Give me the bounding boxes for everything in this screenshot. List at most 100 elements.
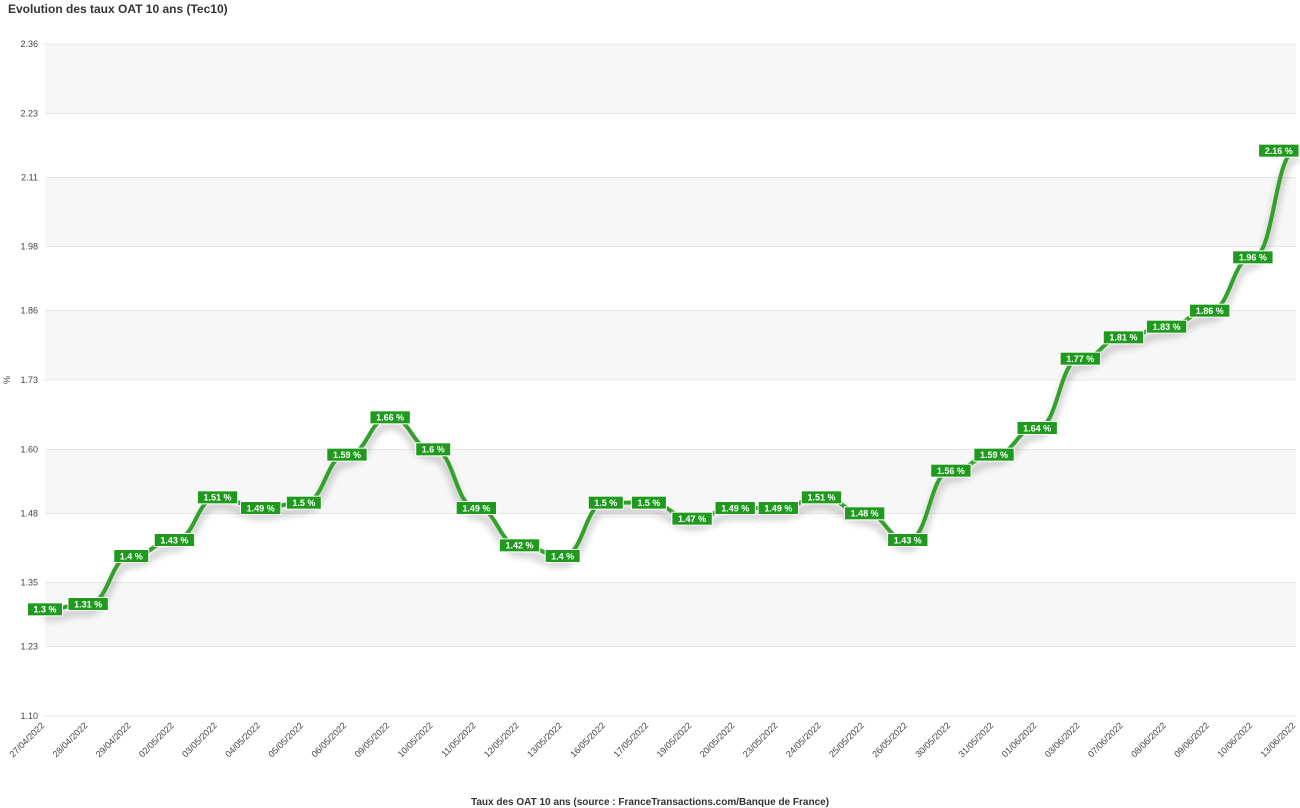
x-tick-label: 26/05/2022	[870, 720, 909, 759]
y-tick-label: 1.60	[20, 444, 38, 454]
y-axis-label: %	[2, 376, 12, 384]
data-label-text: 1.56 %	[937, 466, 965, 476]
x-tick-label: 23/05/2022	[741, 720, 780, 759]
data-label: 1.56 %	[930, 463, 972, 478]
data-label-text: 1.83 %	[1153, 322, 1181, 332]
x-tick-label: 09/05/2022	[353, 720, 392, 759]
data-label: 1.49 %	[239, 501, 282, 515]
x-tick-label: 28/04/2022	[51, 720, 90, 759]
grid-band	[45, 310, 1296, 380]
x-tick-label: 13/05/2022	[525, 720, 564, 759]
data-label-text: 1.3 %	[33, 605, 56, 615]
data-label: 2.16 %	[1258, 143, 1300, 158]
data-label-text: 1.31 %	[74, 599, 102, 609]
data-label-text: 1.4 %	[120, 551, 143, 561]
data-label-box	[843, 506, 886, 521]
data-label: 1.83 %	[1145, 319, 1188, 334]
data-label-box	[369, 410, 411, 425]
data-label-box	[455, 501, 498, 515]
data-label: 1.31 %	[67, 597, 109, 611]
y-tick-label: 1.48	[20, 508, 38, 518]
data-label-text: 1.5 %	[292, 498, 315, 508]
data-label-text: 1.47 %	[678, 514, 706, 524]
data-label: 1.51 %	[800, 490, 843, 505]
x-tick-label: 02/05/2022	[137, 720, 176, 759]
y-tick-label: 1.98	[20, 242, 38, 252]
x-tick-label: 01/06/2022	[1000, 720, 1039, 759]
x-axis: 27/04/2022 28/04/2022 29/04/2022 02/05/2022…	[7, 720, 1297, 759]
data-label-text: 1.96 %	[1239, 253, 1267, 263]
data-label-box	[930, 463, 972, 478]
data-label: 1.43 %	[887, 533, 929, 547]
x-tick-label: 04/05/2022	[223, 720, 262, 759]
data-label: 1.66 %	[369, 410, 411, 425]
data-label-text: 1.43 %	[894, 535, 922, 545]
data-label-box	[498, 538, 541, 553]
data-label-box	[239, 501, 282, 515]
data-label-box	[1232, 250, 1274, 265]
y-tick-label: 2.23	[20, 108, 38, 118]
x-tick-label: 16/05/2022	[568, 720, 607, 759]
data-label-text: 1.6 %	[422, 445, 445, 455]
data-label-box	[67, 597, 109, 611]
x-tick-label: 03/06/2022	[1043, 720, 1082, 759]
x-tick-label: 11/05/2022	[439, 720, 477, 758]
data-label-box	[587, 495, 624, 510]
data-label: 1.64 %	[1016, 421, 1058, 435]
x-tick-label: 12/05/2022	[482, 720, 521, 759]
data-label-text: 1.59 %	[980, 450, 1008, 460]
x-tick-label: 09/06/2022	[1172, 720, 1211, 759]
chart-footer: Taux des OAT 10 ans (source : FranceTran…	[470, 797, 830, 808]
grid-band	[45, 582, 1296, 647]
grid-bands	[45, 44, 1296, 647]
y-tick-label: 1.73	[20, 375, 38, 385]
data-label: 1.51 %	[196, 490, 239, 505]
data-label-box	[285, 495, 322, 510]
data-label-box	[415, 442, 452, 457]
data-label-box	[800, 490, 843, 505]
data-label: 1.59 %	[326, 447, 368, 462]
data-label-text: 1.49 %	[247, 503, 275, 513]
data-label-text: 1.66 %	[376, 413, 404, 423]
y-axis: 1.10 1.23 1.35 1.48 1.60 1.73 1.86 1.98 2.11 2.23…	[20, 39, 38, 721]
y-tick-label: 2.36	[20, 39, 38, 49]
x-tick-label: 10/05/2022	[396, 720, 435, 759]
data-label-box	[1016, 421, 1058, 435]
x-tick-label: 06/05/2022	[309, 720, 348, 759]
data-label-box	[630, 495, 667, 510]
x-tick-label: 19/05/2022	[655, 720, 694, 759]
data-label-text: 1.59 %	[333, 450, 361, 460]
data-label-text: 1.5 %	[594, 498, 617, 508]
data-label-text: 1.51 %	[807, 493, 835, 503]
data-label: 1.59 %	[973, 447, 1015, 462]
x-tick-label: 07/06/2022	[1086, 720, 1125, 759]
y-tick-label: 1.23	[20, 642, 38, 652]
data-label-box	[196, 490, 239, 505]
x-tick-label: 03/05/2022	[180, 720, 219, 759]
data-label: 1.5 %	[630, 495, 667, 510]
data-label-box	[887, 533, 929, 547]
data-label-box	[714, 501, 756, 515]
data-label: 1.48 %	[843, 506, 886, 521]
data-label-box	[153, 533, 196, 547]
data-label: 1.81 %	[1102, 330, 1145, 345]
x-tick-label: 20/05/2022	[698, 720, 737, 759]
y-tick-label: 2.11	[21, 172, 38, 182]
x-tick-label: 17/05/2022	[611, 720, 650, 759]
data-label: 1.77 %	[1059, 351, 1102, 366]
data-label: 1.4 %	[113, 549, 150, 563]
x-tick-label: 05/05/2022	[266, 720, 305, 759]
data-label-text: 1.77 %	[1066, 354, 1094, 364]
data-label: 1.96 %	[1232, 250, 1274, 265]
data-label: 1.3 %	[27, 602, 63, 617]
data-label-text: 1.49 %	[462, 503, 490, 513]
chart-title: Evolution des taux OAT 10 ans (Tec10)	[8, 2, 228, 16]
data-label: 1.49 %	[455, 501, 498, 515]
data-label-box	[973, 447, 1015, 462]
grid-band	[45, 44, 1296, 114]
grid-band	[45, 177, 1296, 247]
y-tick-label: 1.86	[20, 306, 38, 316]
data-label-box	[1145, 319, 1188, 334]
data-label-box	[113, 549, 150, 563]
data-label: 1.4 %	[544, 549, 581, 563]
